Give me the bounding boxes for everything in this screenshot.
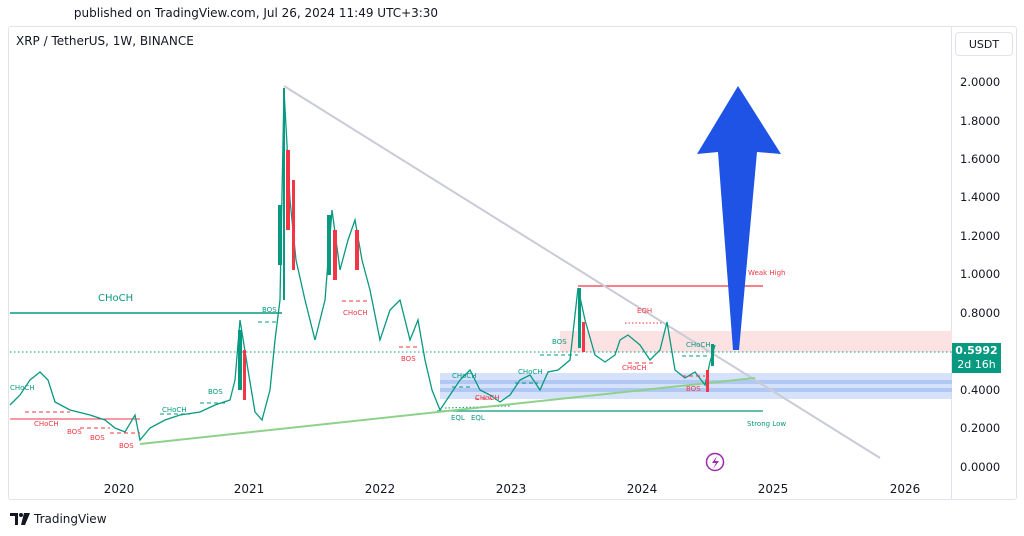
current-price-badge: 0.5992 2d 16h [952, 343, 1001, 373]
bos-label: BOS [208, 388, 223, 396]
lightning-event-icon[interactable] [705, 452, 725, 472]
choch-label: CHoCH [343, 309, 368, 317]
choch-label: CHoCH [518, 368, 543, 376]
projection-arrow-up-icon[interactable] [697, 86, 781, 350]
strong-low-label: Strong Low [747, 420, 786, 428]
choch-label: CHoCH [10, 384, 35, 392]
price-tick: 0.0000 [960, 460, 1001, 474]
bos-label: BOS [90, 434, 105, 442]
time-tick: 2026 [889, 482, 921, 496]
time-tick: 2024 [626, 482, 658, 496]
choch-label: CHoCH [162, 406, 187, 414]
eql-label: EQL [451, 414, 465, 422]
time-tick: 2025 [757, 482, 789, 496]
time-tick: 2022 [364, 482, 396, 496]
eqh-label: EQH [637, 307, 652, 315]
currency-button[interactable]: USDT [955, 32, 1013, 56]
ascending-trendline[interactable] [139, 377, 756, 445]
structure-marks [25, 300, 708, 434]
chart-frame [8, 26, 1017, 500]
choch-label: CHoCH [34, 420, 59, 428]
bos-label: BOS [67, 428, 82, 436]
tradingview-logo[interactable]: TradingView [10, 512, 107, 526]
candles [238, 88, 714, 400]
price-tick: 1.6000 [960, 152, 1001, 166]
price-tick: 0.2000 [960, 421, 1001, 435]
time-tick: 2020 [103, 482, 135, 496]
current-price-value: 0.5992 [955, 344, 998, 357]
choch-label: CHoCH [622, 364, 647, 372]
choch-label: CHoCH [452, 372, 477, 380]
price-tick: 1.0000 [960, 267, 1001, 281]
descending-trendline[interactable] [283, 85, 881, 459]
tradingview-logo-icon [10, 513, 30, 525]
bos-label: BOS [552, 338, 567, 346]
time-tick: 2023 [495, 482, 527, 496]
choch-label-large: CHoCH [98, 293, 133, 304]
price-tick: 0.8000 [960, 306, 1001, 320]
price-tick: 2.0000 [960, 75, 1001, 89]
price-tick: 0.4000 [960, 383, 1001, 397]
price-tick: 1.2000 [960, 229, 1001, 243]
choch-label: CHoCH [475, 394, 500, 402]
discount-zone-band [440, 388, 952, 392]
price-tick: 1.8000 [960, 114, 1001, 128]
weak-high-label: Weak High [748, 269, 785, 277]
bos-label: BOS [262, 306, 277, 314]
eql-label: EQL [471, 414, 485, 422]
bar-countdown: 2d 16h [957, 358, 996, 371]
price-axis-separator [951, 26, 952, 500]
price-tick: 1.4000 [960, 190, 1001, 204]
bos-label: BOS [119, 442, 134, 450]
choch-label: CHoCH [686, 341, 711, 349]
discount-zone-band [440, 380, 952, 384]
premium-zone [560, 331, 952, 352]
bos-label: BOS [401, 355, 416, 363]
tradingview-brand: TradingView [34, 512, 107, 526]
bos-label: BOS [686, 385, 701, 393]
published-caption: published on TradingView.com, Jul 26, 20… [73, 6, 439, 20]
time-tick: 2021 [233, 482, 265, 496]
symbol-title: XRP / TetherUS, 1W, BINANCE [16, 34, 194, 48]
price-path [9, 89, 716, 442]
